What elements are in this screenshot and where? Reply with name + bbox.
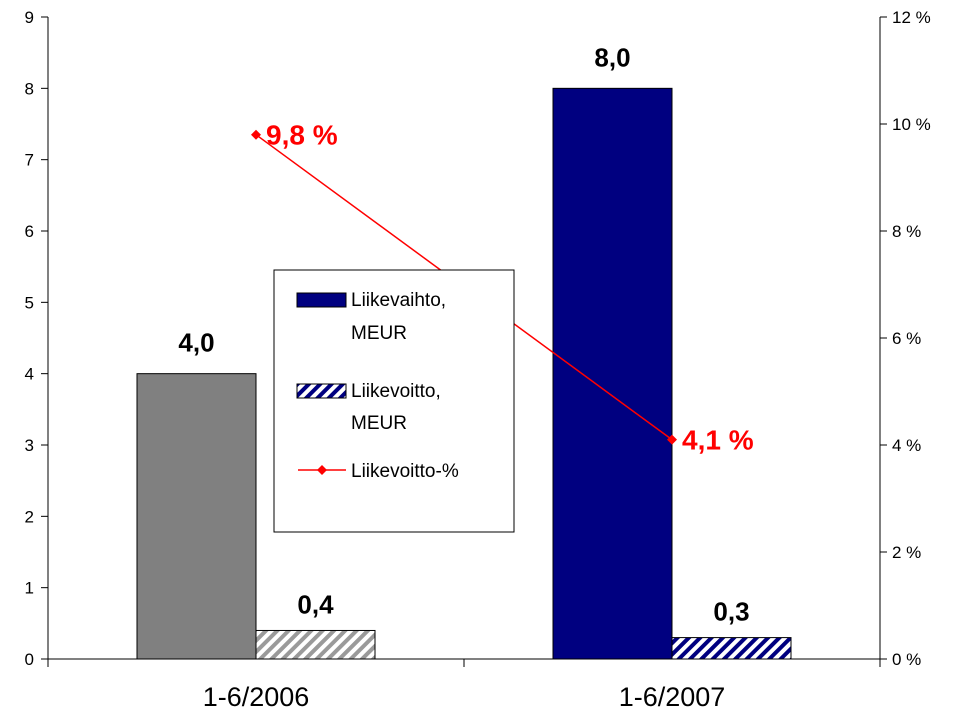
left-axis-ticks: 0 1 2 3 4 5 6 7 8 9: [25, 8, 48, 669]
left-tick-label: 8: [25, 79, 34, 98]
right-axis-ticks: 0 % 2 % 4 % 6 % 8 % 10 % 12 %: [880, 8, 931, 669]
legend-label-liikevoitto-pct: Liikevoitto-%: [351, 461, 459, 482]
left-tick-label: 1: [25, 579, 34, 598]
category-labels: 1-6/2006 1-6/2007: [203, 682, 726, 712]
bar-liikevaihto: [136, 373, 257, 660]
data-label-liikevoitto: 0,4: [297, 589, 334, 619]
right-tick-label: 4 %: [892, 436, 921, 455]
data-label-liikevoitto-pct: 9,8 %: [266, 120, 338, 151]
left-tick-label: 4: [25, 365, 34, 384]
bar-liikevoitto: [671, 637, 792, 660]
left-tick-label: 3: [25, 436, 34, 455]
legend-label-liikevaihto-line2: MEUR: [351, 323, 407, 344]
category-label: 1-6/2007: [619, 682, 726, 712]
legend-label-liikevaihto-line1: Liikevaihto,: [351, 290, 446, 311]
data-label-liikevoitto: 0,3: [713, 597, 749, 627]
legend-entry-liikevoitto: Liikevoitto, MEUR: [296, 381, 441, 434]
line-marker: [667, 434, 677, 445]
right-tick-label: 0 %: [892, 650, 921, 669]
legend-entry-liikevaihto: Liikevaihto, MEUR: [296, 290, 446, 344]
data-label-liikevaihto: 8,0: [594, 42, 630, 72]
bar-liikevoitto: [255, 629, 376, 660]
right-tick-label: 6 %: [892, 329, 921, 348]
legend-label-liikevoitto-line1: Liikevoitto,: [351, 381, 441, 402]
left-tick-label: 7: [25, 151, 34, 170]
data-label-liikevoitto-pct: 4,1 %: [682, 425, 754, 456]
left-tick-label: 5: [25, 293, 34, 312]
legend-swatch-liikevoitto: [296, 383, 347, 399]
left-tick-label: 0: [25, 650, 34, 669]
data-label-liikevaihto: 4,0: [178, 328, 214, 358]
legend-swatch-marker: [317, 465, 327, 475]
right-tick-label: 8 %: [892, 222, 921, 241]
right-tick-label: 12 %: [892, 8, 931, 27]
legend-label-liikevoitto-line2: MEUR: [351, 413, 407, 434]
legend-box: [273, 269, 515, 533]
legend: Liikevaihto, MEUR Liikevoitto, MEUR Liik…: [273, 269, 515, 533]
bar-liikevaihto: [552, 87, 673, 660]
category-label: 1-6/2006: [203, 682, 310, 712]
bars: 4,0 0,4 8,0 0,3: [136, 42, 792, 660]
line-series: 9,8 % 4,1 %: [251, 120, 754, 456]
left-tick-label: 6: [25, 222, 34, 241]
legend-entry-liikevoitto-pct: Liikevoitto-%: [298, 461, 459, 482]
left-tick-label: 2: [25, 507, 34, 526]
left-tick-label: 9: [25, 8, 34, 27]
legend-swatch-liikevaihto: [296, 292, 347, 308]
right-tick-label: 2 %: [892, 543, 921, 562]
line-marker: [251, 129, 261, 140]
right-tick-label: 10 %: [892, 115, 931, 134]
